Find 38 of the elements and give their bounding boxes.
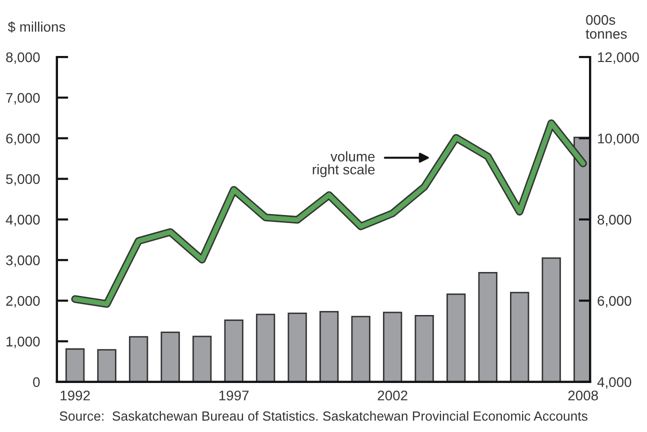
y-axis-title: $ millions	[8, 21, 66, 33]
y2-tick-label: 12,000	[598, 52, 639, 64]
y2-tick-label: 6,000	[598, 296, 632, 308]
bar	[319, 310, 339, 382]
y-tick-label: 7,000	[6, 92, 40, 104]
source-note: Source: Saskatchewan Bureau of Statistics. Saskatchewan Provincial Economic Accounts	[60, 411, 588, 421]
bar	[97, 349, 116, 382]
x-tick-label: 1997	[219, 390, 249, 400]
bar	[160, 332, 180, 382]
y-tick-label: 3,000	[6, 255, 40, 267]
bar	[192, 336, 212, 382]
bar	[256, 314, 276, 382]
y-tick-label: 1,000	[6, 336, 40, 348]
bar	[288, 312, 307, 382]
bar	[414, 315, 434, 382]
y-tick-label: 5,000	[6, 174, 40, 186]
bar	[65, 348, 85, 382]
bar	[510, 292, 530, 382]
y2-tick-label: 10,000	[598, 134, 639, 146]
bar	[224, 319, 244, 382]
x-tick-label: 2008	[568, 390, 598, 400]
annotation: volume right scale	[312, 151, 375, 178]
y2-tick-label: 8,000	[598, 214, 632, 226]
x-tick-label: 1992	[60, 390, 90, 400]
y-tick-label: 6,000	[6, 134, 40, 146]
y-tick-label: 8,000	[6, 52, 40, 64]
y-tick-label: 2,000	[6, 296, 40, 308]
bar	[128, 336, 148, 382]
bar	[382, 312, 402, 382]
x-tick-label: 2002	[378, 390, 408, 400]
y-tick-label: 0	[33, 377, 40, 388]
y2-tick-label: 4,000	[597, 377, 632, 389]
bar	[478, 272, 498, 382]
bar	[446, 293, 466, 382]
y2-axis-title: 000s tonnes	[586, 14, 627, 39]
bar	[351, 316, 370, 382]
bar	[542, 257, 561, 382]
y-tick-label: 4,000	[6, 214, 40, 226]
